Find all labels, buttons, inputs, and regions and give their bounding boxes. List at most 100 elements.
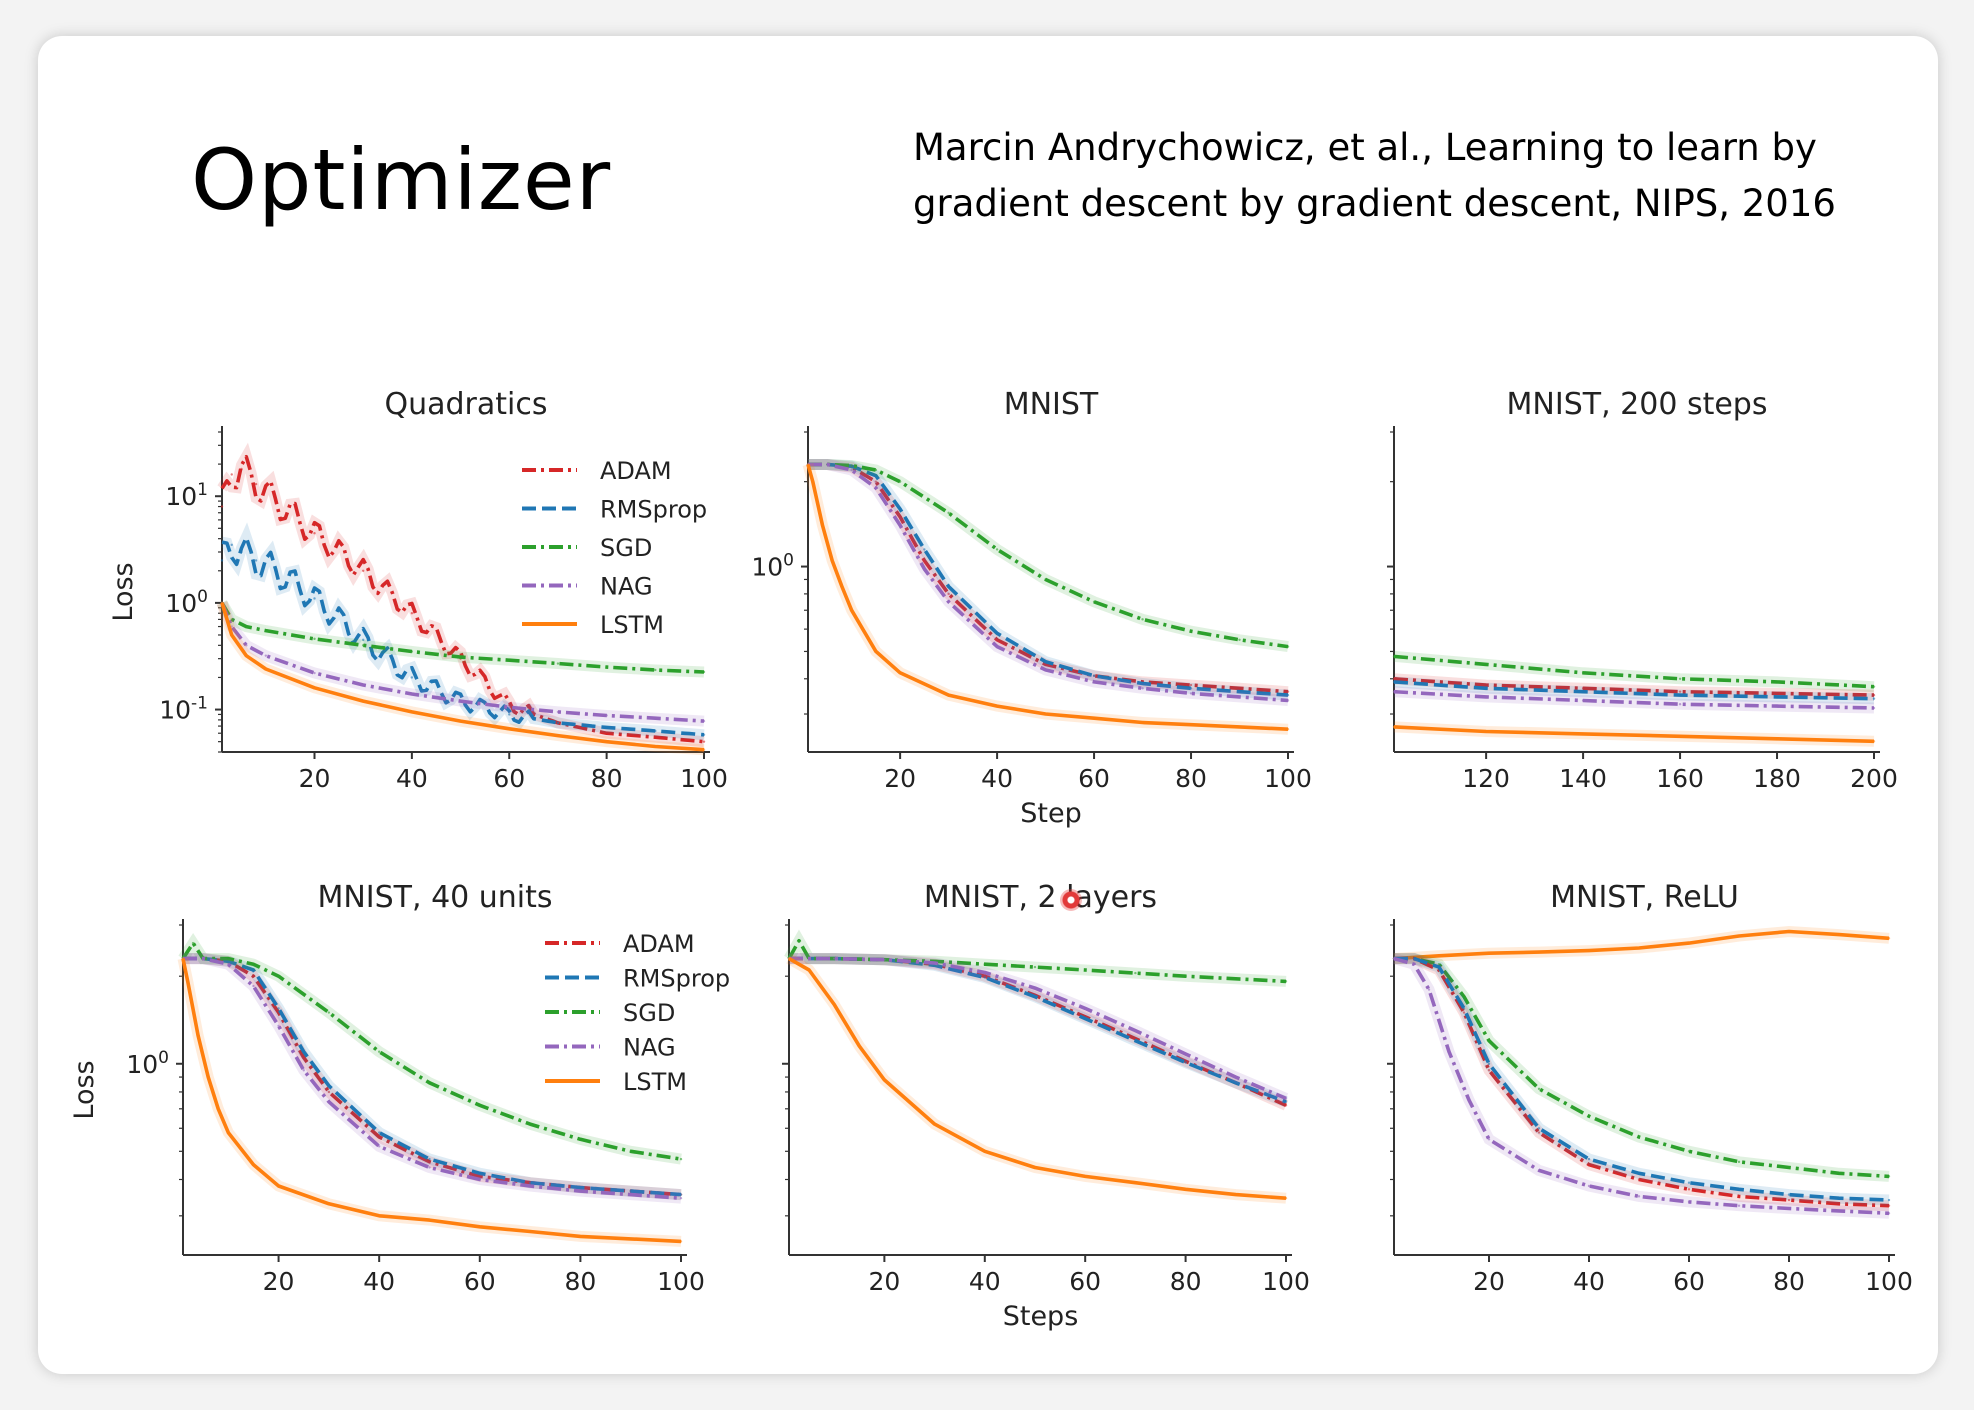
data-point-rmsprop (1286, 693, 1290, 697)
data-point-sgd (1083, 968, 1087, 972)
chart-panel-1: Quadratics 20 40 60 80 100 101 100 10-1 Loss ADAM R… (108, 387, 728, 793)
data-point-sgd (995, 548, 999, 551)
data-point-nag (313, 671, 316, 675)
data-point-rmsprop (579, 1186, 582, 1189)
data-point-sgd (874, 468, 878, 472)
data-point-rmsprop (1033, 995, 1037, 998)
data-point-nag (252, 984, 255, 988)
data-point-lstm (1837, 933, 1841, 936)
data-point-nag (556, 710, 560, 714)
data-point-adam (1637, 1178, 1641, 1181)
legend-label: ADAM (623, 930, 695, 958)
data-point-lstm (1286, 728, 1290, 731)
data-point-lstm (947, 693, 950, 697)
data-point-rmsprop (277, 1007, 280, 1010)
data-point-sgd (797, 939, 801, 942)
data-point-sgd (1887, 1175, 1891, 1178)
data-point-rmsprop (1687, 1181, 1691, 1184)
data-point-nag (302, 1069, 305, 1072)
data-point-rmsprop (1412, 957, 1416, 960)
data-point-rmsprop (654, 729, 657, 733)
x-tick-label: 80 (591, 764, 623, 793)
data-point-rmsprop (240, 550, 243, 554)
data-point-sgd (1775, 680, 1779, 684)
data-point-rmsprop (1234, 1081, 1237, 1085)
data-point-adam (1787, 1198, 1791, 1202)
data-point-lstm (579, 1235, 582, 1238)
data-point-rmsprop (254, 559, 258, 562)
data-point-rmsprop (629, 1189, 632, 1193)
series-line-rmsprop (183, 956, 682, 1197)
data-point-lstm (508, 727, 511, 731)
x-tick-label: 20 (299, 764, 331, 793)
data-point-rmsprop (327, 1084, 331, 1087)
data-point-lstm (1392, 725, 1396, 729)
data-point-rmsprop (898, 507, 902, 511)
data-point-nag (1487, 1138, 1491, 1141)
data-point-nag (605, 714, 608, 717)
data-point-lstm (831, 559, 834, 562)
data-point-lstm (821, 524, 824, 527)
data-point-lstm (1637, 946, 1641, 950)
x-tick-label: 100 (657, 1267, 705, 1296)
data-point-sgd (1462, 995, 1466, 998)
data-point-lstm (1044, 712, 1047, 716)
data-point-lstm (1537, 950, 1541, 954)
data-point-sgd (428, 1081, 431, 1085)
chart-title: MNIST, 40 units (317, 880, 552, 915)
x-tick-label: 60 (493, 764, 525, 793)
data-point-adam (1189, 683, 1193, 687)
chart-panel-3: MNIST, 200 steps 120 140 160 180 200 (1387, 387, 1898, 793)
data-point-adam (654, 736, 657, 739)
data-point-lstm (1678, 735, 1682, 738)
data-point-rmsprop (377, 1131, 381, 1134)
legend-label: NAG (600, 573, 653, 601)
data-point-lstm (478, 1225, 481, 1229)
x-tick-label: 40 (363, 1267, 395, 1296)
series-band-rmsprop (1393, 676, 1875, 705)
data-point-nag (1872, 706, 1876, 710)
series-band-sgd (1393, 650, 1875, 693)
data-point-adam (1044, 663, 1047, 666)
data-point-lstm (181, 957, 185, 960)
data-point-rmsprop (1484, 687, 1488, 690)
data-point-lstm (898, 671, 902, 675)
data-point-lstm (1092, 716, 1096, 720)
data-point-lstm (1887, 937, 1891, 940)
data-point-adam (1775, 692, 1779, 695)
x-tick-label: 200 (1850, 764, 1898, 793)
data-point-lstm (1581, 732, 1585, 736)
y-tick-label: 100 (751, 551, 794, 582)
y-tick-label: 101 (165, 480, 208, 511)
data-point-lstm (327, 1202, 331, 1205)
data-point-sgd (1581, 671, 1585, 675)
data-point-lstm (1437, 954, 1441, 958)
data-point-lstm (1487, 951, 1491, 955)
series-line-adam (183, 956, 682, 1197)
data-point-rmsprop (923, 548, 926, 551)
data-point-sgd (556, 662, 560, 665)
data-point-lstm (217, 1107, 220, 1111)
data-point-adam (361, 569, 365, 572)
data-point-nag (528, 1184, 532, 1188)
data-point-nag (1392, 957, 1396, 960)
chart-panel-5: MNIST, 2 layers 20 40 60 80 100 Steps (782, 880, 1310, 1332)
data-point-lstm (206, 1075, 210, 1079)
data-point-nag (923, 567, 926, 571)
data-point-adam (1887, 1204, 1891, 1207)
data-point-rmsprop (605, 726, 608, 729)
data-point-rmsprop (679, 1193, 683, 1196)
data-point-nag (679, 1196, 683, 1200)
data-point-rmsprop (1487, 1062, 1491, 1065)
data-point-sgd (1537, 1087, 1541, 1091)
data-point-lstm (850, 609, 853, 612)
data-point-nag (1687, 1200, 1691, 1204)
data-point-lstm (1587, 949, 1591, 952)
legend-label: LSTM (623, 1068, 687, 1096)
data-point-nag (1044, 668, 1047, 672)
slide-title: Optimizer (191, 131, 612, 229)
chart-title: MNIST, 2 layers (924, 880, 1157, 915)
data-point-sgd (947, 511, 950, 515)
data-point-rmsprop (361, 638, 365, 642)
data-point-nag (1234, 1075, 1237, 1079)
